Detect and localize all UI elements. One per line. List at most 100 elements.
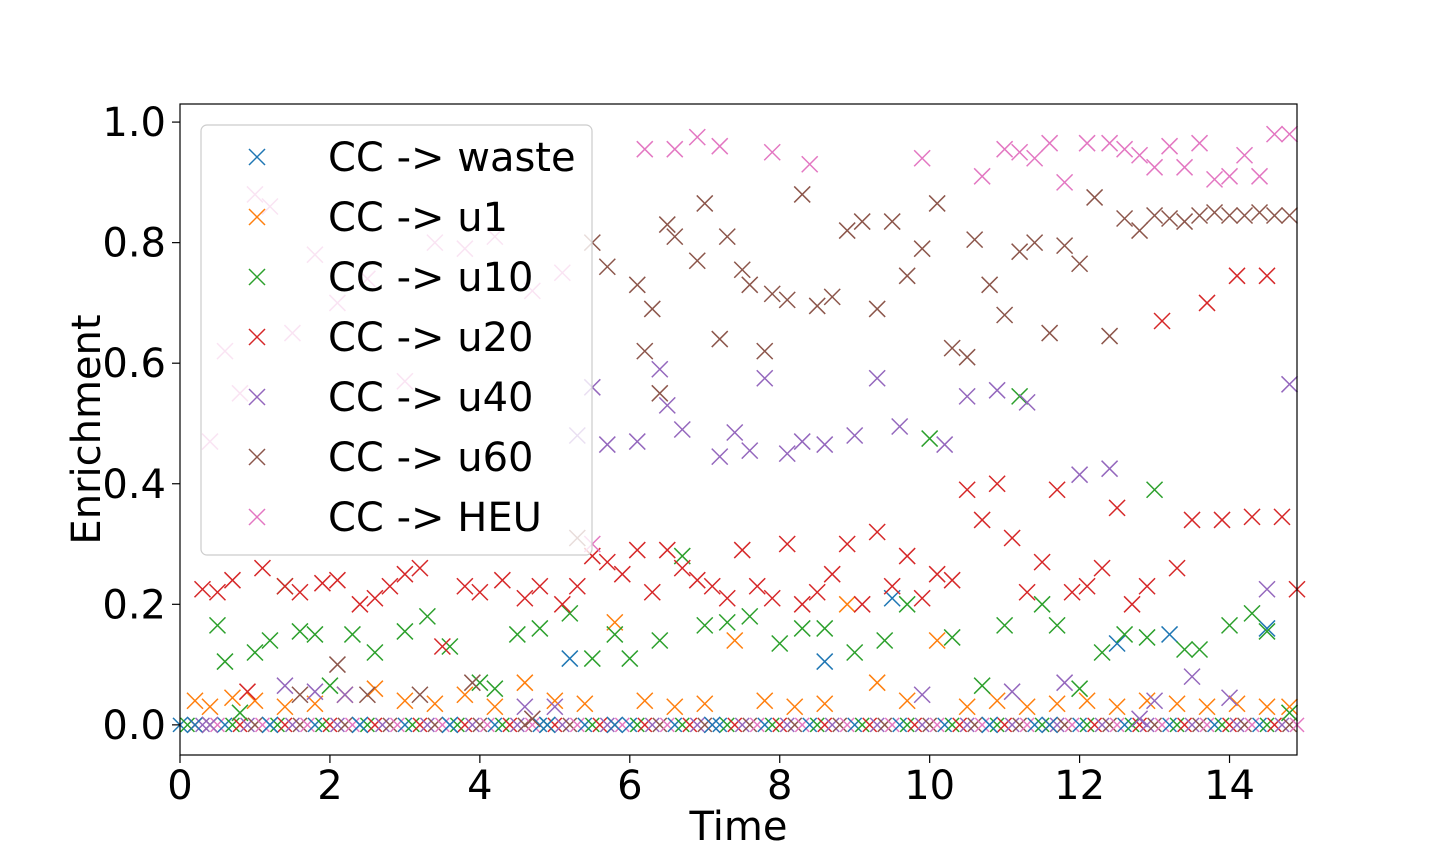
data-point bbox=[508, 625, 526, 643]
data-point bbox=[1138, 692, 1156, 710]
zero-point bbox=[659, 717, 675, 733]
zero-point bbox=[884, 717, 900, 733]
data-point bbox=[973, 167, 991, 185]
data-point bbox=[921, 430, 939, 448]
data-point bbox=[411, 559, 429, 577]
data-point bbox=[741, 276, 759, 294]
data-point bbox=[351, 716, 369, 734]
data-point bbox=[801, 155, 819, 173]
zero-point bbox=[667, 717, 683, 733]
zero-point bbox=[1027, 717, 1043, 733]
data-point bbox=[1071, 466, 1089, 484]
legend: CC -> waste CC -> u1 CC -> u10 CC -> u20 CC … bbox=[200, 124, 593, 556]
data-point bbox=[201, 698, 219, 716]
data-point bbox=[1056, 173, 1074, 191]
data-point bbox=[1116, 209, 1134, 228]
data-point bbox=[208, 616, 227, 634]
data-point bbox=[1131, 222, 1149, 240]
data-point bbox=[186, 692, 204, 710]
zero-point bbox=[217, 717, 233, 733]
data-point bbox=[553, 595, 571, 613]
data-point bbox=[1116, 140, 1134, 158]
zero-point bbox=[787, 717, 803, 733]
zero-point bbox=[584, 717, 600, 733]
data-point bbox=[1108, 698, 1126, 716]
zero-point bbox=[1192, 717, 1208, 733]
zero-point bbox=[832, 717, 848, 733]
data-point bbox=[261, 631, 279, 650]
zero-point bbox=[817, 717, 833, 733]
zero-point bbox=[914, 717, 930, 733]
data-point bbox=[1206, 203, 1224, 222]
zero-point bbox=[899, 717, 915, 733]
data-point bbox=[898, 267, 916, 285]
data-point bbox=[1213, 511, 1231, 529]
data-point bbox=[1280, 698, 1299, 716]
zero-point bbox=[1079, 717, 1095, 733]
zero-point bbox=[614, 717, 630, 733]
data-point bbox=[396, 622, 414, 640]
data-point bbox=[538, 716, 556, 734]
data-point bbox=[1265, 206, 1284, 225]
data-point bbox=[291, 583, 309, 601]
data-point bbox=[576, 695, 594, 713]
legend-item: CC -> u20 bbox=[248, 315, 534, 361]
data-point bbox=[846, 643, 864, 662]
data-point bbox=[1146, 206, 1164, 225]
zero-point bbox=[997, 717, 1013, 733]
data-point bbox=[786, 698, 804, 716]
data-point bbox=[306, 695, 324, 713]
zero-point bbox=[1229, 717, 1245, 733]
data-point bbox=[598, 258, 616, 276]
data-point bbox=[673, 420, 691, 439]
data-point bbox=[1220, 206, 1239, 225]
legend-label: CC -> waste bbox=[328, 135, 576, 181]
zero-point bbox=[599, 717, 615, 733]
data-point bbox=[913, 149, 931, 167]
data-point bbox=[816, 619, 834, 637]
zero-point bbox=[1072, 717, 1088, 733]
data-point bbox=[1168, 559, 1186, 577]
data-point bbox=[358, 686, 376, 704]
data-point bbox=[1048, 695, 1066, 713]
data-point bbox=[246, 692, 264, 710]
data-point bbox=[396, 692, 414, 710]
data-point bbox=[943, 571, 961, 589]
data-point bbox=[1228, 695, 1246, 713]
data-point bbox=[1280, 206, 1299, 225]
data-point bbox=[621, 650, 639, 668]
zero-point bbox=[989, 717, 1005, 733]
zero-point bbox=[1087, 717, 1103, 733]
zero-point bbox=[412, 717, 428, 733]
legend-item: CC -> u60 bbox=[248, 435, 534, 481]
data-point bbox=[1011, 387, 1029, 405]
data-point bbox=[1280, 125, 1299, 143]
zero-point bbox=[809, 717, 825, 733]
data-point bbox=[958, 348, 976, 366]
zero-point bbox=[569, 717, 585, 733]
zero-point bbox=[397, 717, 413, 733]
data-point bbox=[328, 656, 346, 674]
zero-point bbox=[434, 717, 450, 733]
data-point bbox=[891, 417, 909, 436]
data-point bbox=[606, 613, 624, 631]
data-point bbox=[471, 583, 489, 601]
data-point bbox=[996, 616, 1014, 634]
data-point bbox=[441, 637, 459, 656]
data-point bbox=[958, 698, 976, 716]
data-point bbox=[471, 674, 489, 692]
legend-marker bbox=[248, 508, 266, 526]
zero-point bbox=[757, 717, 773, 733]
zero-point bbox=[719, 717, 735, 733]
zero-point bbox=[247, 717, 263, 733]
data-point bbox=[853, 213, 871, 231]
data-point bbox=[516, 698, 534, 716]
data-point bbox=[718, 228, 736, 246]
zero-point bbox=[487, 717, 503, 733]
zero-point bbox=[802, 717, 818, 733]
zero-point bbox=[697, 717, 713, 733]
data-point bbox=[1146, 481, 1164, 499]
zero-point bbox=[689, 717, 705, 733]
data-point bbox=[1108, 499, 1126, 517]
legend-marker bbox=[248, 268, 266, 286]
